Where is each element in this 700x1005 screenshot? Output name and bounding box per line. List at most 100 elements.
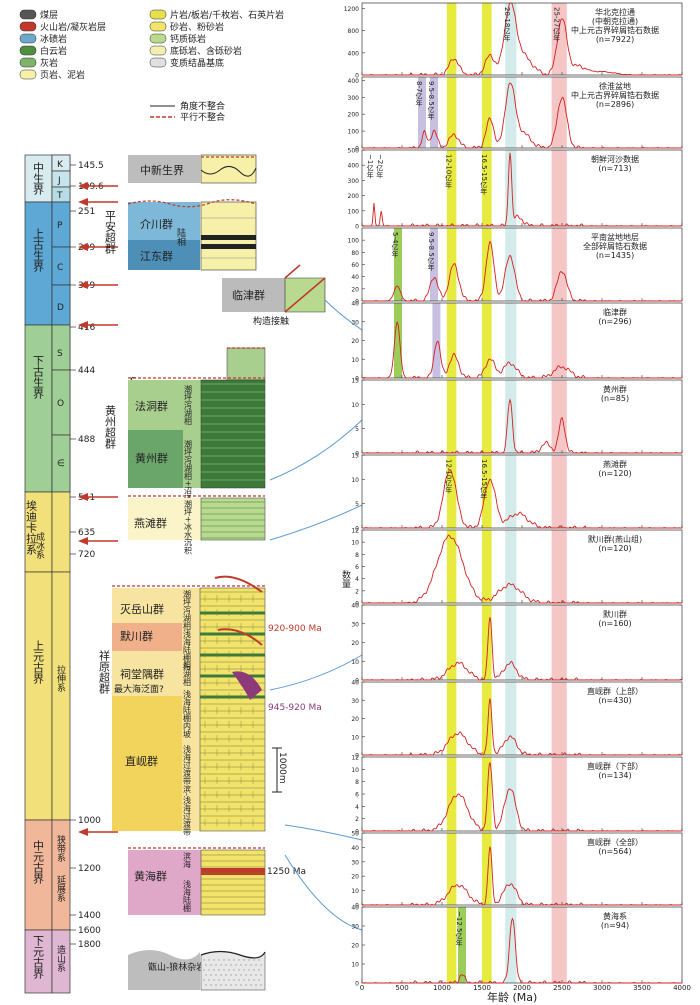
legend-swatch [149,45,167,56]
correlation-arrow [78,281,118,289]
strat-column: 中新生界 S₅ 平安超群 介川群 江东群 陆相 临津群 构造接触 S₄ 黄州超群… [98,154,326,991]
y-tick-label: 6 [355,792,359,799]
y-tick-label: 0 [355,601,359,608]
y-tick-label: 0 [355,224,359,231]
panel-title: 华北克拉通 [595,7,635,17]
era-upper-proterozoic: 上元古界 [32,640,45,685]
legend-swatch [19,45,37,56]
zircon-panel: 0 5 10 15 黄州群(n=85) [351,378,683,458]
age-band [551,605,567,680]
zircon-age-curve [362,82,683,149]
y-tick-label: 30 [351,698,359,705]
jiechuan-group: 介川群 [140,217,173,231]
panel-title: 黄州群 [603,384,627,394]
y-tick-label: 12 [351,528,359,535]
y-tick-label: 40 [351,680,359,687]
legend-swatch [19,57,37,68]
panel-title: 平南盆地地层 [591,232,639,242]
age-band [551,3,567,75]
era-lower-proterozoic: 下元古界 [32,935,45,980]
age-band [482,907,492,983]
y-tick-label: 40 [351,905,359,912]
zircon-panel: 0 2 4 6 8 10 12 直岘群（下部）(n=134) [351,755,683,836]
y-tick-label: 400 [348,78,360,85]
legend-swatch [149,21,167,32]
zircon-panel: 0 10 20 30 40 黄海系(n=94) [351,905,683,988]
y-tick-label: 10 [351,962,359,969]
y-tick-label: 12 [351,755,359,762]
zircon-age-curve [362,468,682,529]
y-tick-label: 80 [351,250,359,257]
age-band [446,757,457,831]
legend-swatch [149,9,167,20]
age-band [482,455,492,528]
y-tick-label: 200 [348,193,360,200]
age-band [505,150,517,226]
zircon-age-curve [361,240,682,302]
facies-s1-1: 滨海 [183,851,192,869]
y-tick-label: 400 [348,50,360,57]
age-tick-label: 444 [78,366,95,376]
era-upper-paleozoic: 上古生界 [32,228,45,273]
panel-title: (n=134) [598,771,631,780]
age-tick-label: 199.6 [78,182,104,192]
y-tick-label: 30 [351,859,359,866]
panel-title: (n=120) [598,544,631,553]
facies-tidal-2: 潮坪泻湖相+沼泽 [184,439,193,504]
age-band [446,833,457,905]
panel-title: 默川群 [603,609,627,619]
age-band [482,77,492,148]
y-tick-label: 0 [355,376,359,383]
y-tick-label: 100 [348,129,360,136]
age-tick-label: 720 [78,550,95,560]
zhixian-group: 直岘群 [125,754,158,768]
timescale: 中生界 上古生界 下古生界 埃迪卡拉系 上元古界 中元古界 下元古界 K J T… [25,154,118,994]
period-cambrian: ∈ [57,459,65,469]
panel-title: 燕滩群 [603,459,627,469]
huanghai-group: 黄海群 [134,869,167,883]
age-band [551,77,567,148]
y-tick-label: 50 [351,831,359,838]
age-band [482,380,492,453]
citang-group: 祠堂隅群 [120,667,164,681]
y-tick-label: 15 [351,453,359,460]
y-tick-label: 0 [355,678,359,685]
parallel-unconformity-label: 平行不整合 [180,111,225,123]
age-band [446,907,457,983]
period-k: K [57,160,64,170]
y-tick-label: 20 [351,286,359,293]
panel-title: 全部碎屑锆石数据 [583,241,647,251]
age-tick-label: 1000 [78,816,101,826]
legend-label: 灰岩 [40,57,58,69]
y-tick-label: 10 [351,888,359,895]
yantan-group: 燕滩群 [134,516,167,530]
age-band [505,605,517,680]
age-tick-label: 488 [78,435,95,445]
age-band [505,303,517,378]
system-ectasian: 延展系 [55,874,66,902]
age-band [446,682,457,755]
x-tick-label: 0 [360,984,364,992]
y-tick-label: 200 [348,112,360,119]
age-band [482,530,492,603]
tectonic-contact-label: 构造接触 [253,315,289,327]
y-tick-label: 300 [348,95,360,102]
legend-label: 页岩、泥岩 [40,69,85,81]
correlation-arrow [78,182,118,190]
facies-s2-3: 泻湖相 [183,662,192,687]
age-band [482,150,492,226]
age-band [551,228,567,301]
x-tick-label: 3500 [633,984,651,992]
panel-title: 直岘群（上部） [587,686,643,696]
age-band [446,3,457,75]
x-tick-label: 2500 [553,984,571,992]
y-tick-label: 15 [351,378,359,385]
system-stenian: 狭带系 [55,834,66,862]
age-band [482,833,492,905]
continental-facies: 陆相 [175,227,186,247]
period-p: P [57,221,63,231]
zircon-age-curve [361,917,682,984]
y-tick-label: 60 [351,262,359,269]
